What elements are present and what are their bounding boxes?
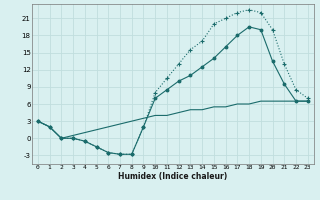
X-axis label: Humidex (Indice chaleur): Humidex (Indice chaleur) (118, 172, 228, 181)
